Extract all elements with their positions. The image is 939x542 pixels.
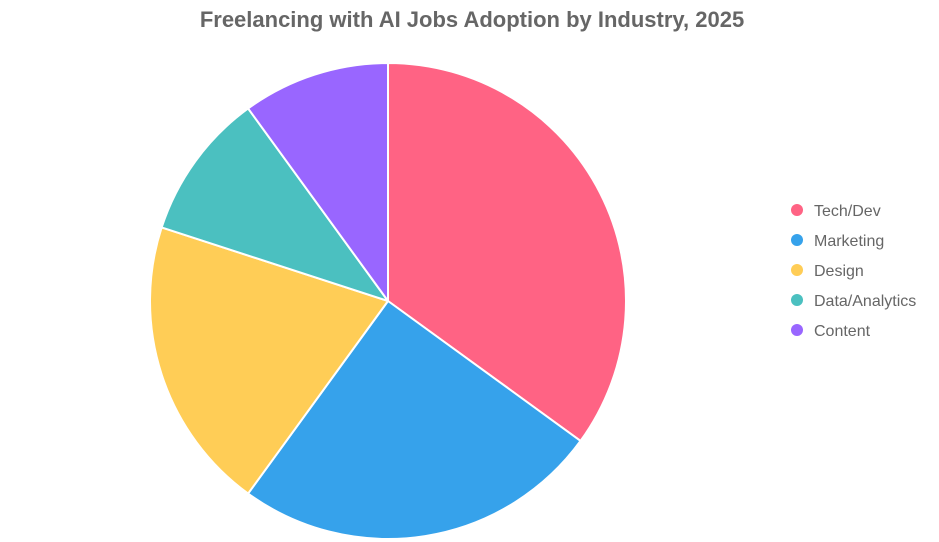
legend-marker-tech-dev bbox=[791, 204, 803, 216]
pie-slices bbox=[149, 62, 627, 540]
legend-item-tech-dev[interactable]: Tech/Dev bbox=[791, 203, 881, 220]
pie-slice-tech-dev[interactable] bbox=[387, 62, 627, 442]
legend-label-content: Content bbox=[814, 323, 871, 340]
legend-label-marketing: Marketing bbox=[814, 233, 884, 250]
legend-marker-data-analytics bbox=[791, 294, 803, 306]
legend-item-design[interactable]: Design bbox=[791, 263, 864, 280]
pie-slice-content[interactable] bbox=[247, 62, 389, 302]
legend-label-design: Design bbox=[814, 263, 864, 280]
legend-item-content[interactable]: Content bbox=[791, 323, 871, 340]
legend-marker-design bbox=[791, 264, 803, 276]
legend-item-marketing[interactable]: Marketing bbox=[791, 233, 884, 250]
legend: Tech/Dev Marketing Design Data/Analytics Con… bbox=[791, 203, 916, 340]
legend-label-data-analytics: Data/Analytics bbox=[814, 293, 916, 310]
legend-label-tech-dev: Tech/Dev bbox=[814, 203, 881, 220]
pie-slice-marketing[interactable] bbox=[247, 300, 582, 540]
pie-slice-data-analytics[interactable] bbox=[160, 107, 389, 302]
legend-marker-marketing bbox=[791, 234, 803, 246]
pie-slice-design[interactable] bbox=[149, 226, 389, 495]
legend-item-data-analytics[interactable]: Data/Analytics bbox=[791, 293, 916, 310]
chart-title: Freelancing with AI Jobs Adoption by Ind… bbox=[200, 7, 744, 32]
legend-marker-content bbox=[791, 324, 803, 336]
